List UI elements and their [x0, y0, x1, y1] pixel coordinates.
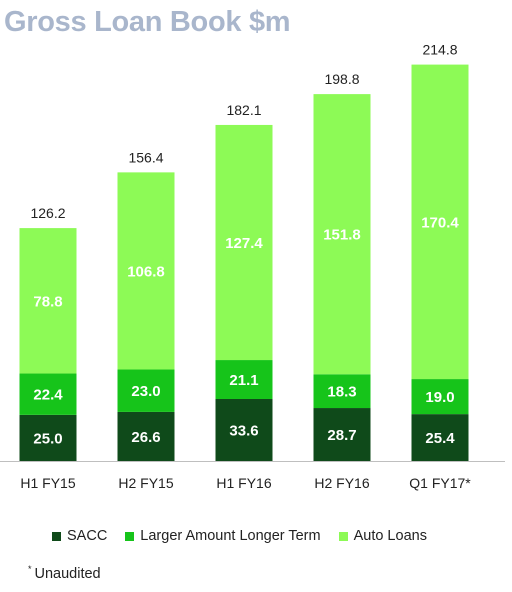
bar-segment-0-1: [117, 411, 175, 461]
x-tick-label-2: H1 FY16: [216, 475, 271, 491]
legend-label-auto-loans: Auto Loans: [353, 528, 427, 544]
bar-segment-0-0: [19, 414, 77, 461]
chart-title: Gross Loan Book $m: [4, 6, 291, 38]
data-label-1-2: 21.1: [229, 372, 258, 389]
data-label-0-2: 33.6: [229, 422, 258, 439]
x-tick-label-0: H1 FY15: [20, 475, 75, 491]
total-label-0: 126.2: [30, 205, 65, 221]
data-label-0-3: 28.7: [327, 427, 356, 444]
bar-segment-1-0: [19, 373, 77, 415]
footnote-marker: *: [28, 564, 32, 574]
data-label-0-4: 25.4: [425, 430, 455, 447]
total-label-1: 156.4: [128, 149, 163, 165]
footnote: * Unaudited: [28, 564, 101, 582]
legend-label-sacc: SACC: [67, 528, 108, 544]
bar-segment-1-2: [215, 360, 273, 399]
legend-label-larger-amount: Larger Amount Longer Term: [140, 528, 321, 544]
bar-segment-0-2: [215, 398, 273, 461]
x-tick-label-1: H2 FY15: [118, 475, 173, 491]
data-label-0-0: 25.0: [33, 430, 62, 447]
data-label-1-4: 19.0: [425, 389, 454, 406]
legend: SACC Larger Amount Longer Term Auto Loan…: [52, 528, 445, 544]
data-label-2-4: 170.4: [421, 214, 459, 231]
legend-item-larger-amount: Larger Amount Longer Term: [125, 528, 321, 544]
data-label-0-1: 26.6: [131, 429, 160, 446]
bar-segment-2-4: [411, 64, 469, 380]
data-label-1-3: 18.3: [327, 384, 356, 401]
bar-segment-0-4: [411, 414, 469, 461]
bar-segment-2-3: [313, 94, 371, 375]
bar-segment-2-1: [117, 172, 175, 370]
legend-swatch-sacc: [52, 531, 61, 541]
footnote-text: Unaudited: [34, 566, 101, 582]
total-label-4: 214.8: [422, 42, 457, 58]
x-tick-label-4: Q1 FY17*: [409, 475, 471, 491]
total-label-2: 182.1: [226, 102, 261, 118]
legend-item-auto-loans: Auto Loans: [338, 528, 427, 544]
bar-segment-2-2: [215, 124, 273, 361]
data-label-1-1: 23.0: [131, 383, 160, 400]
bar-segment-1-3: [313, 374, 371, 409]
total-label-3: 198.8: [324, 71, 359, 87]
data-label-2-1: 106.8: [127, 263, 165, 280]
data-label-2-2: 127.4: [225, 235, 263, 252]
x-tick-label-3: H2 FY16: [314, 475, 369, 491]
data-label-1-0: 22.4: [33, 387, 63, 404]
bar-segment-1-4: [411, 379, 469, 415]
bar-segment-1-1: [117, 369, 175, 412]
legend-swatch-larger-amount: [125, 531, 135, 541]
data-label-2-0: 78.8: [33, 293, 62, 310]
data-label-2-3: 151.8: [323, 227, 361, 244]
legend-item-sacc: SACC: [52, 528, 107, 544]
bar-segment-0-3: [313, 408, 371, 461]
bar-segment-2-0: [19, 228, 77, 374]
legend-swatch-auto-loans: [338, 531, 348, 541]
